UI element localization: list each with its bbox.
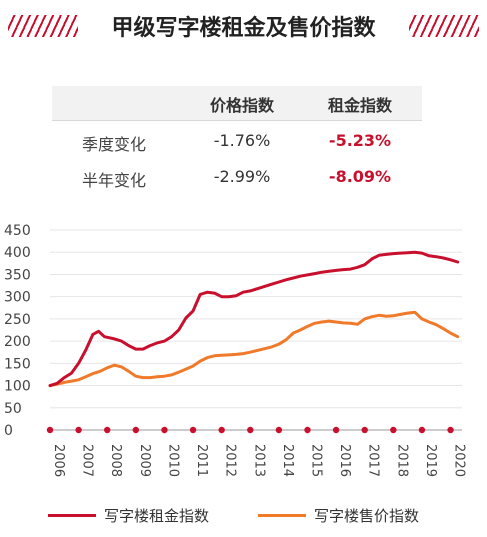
y-tick-label: 350 bbox=[4, 267, 31, 283]
x-tick-marker bbox=[46, 426, 54, 434]
x-tick-marker bbox=[161, 426, 168, 434]
x-tick-marker bbox=[304, 426, 311, 434]
header: 甲级写字楼租金及售价指数 bbox=[0, 0, 487, 62]
x-tick-label: 2019 bbox=[423, 444, 438, 477]
y-tick-label: 0 bbox=[4, 423, 13, 439]
x-tick-label: 2012 bbox=[223, 444, 238, 477]
x-tick-label: 2017 bbox=[366, 444, 381, 477]
column-header-price: 价格指数 bbox=[209, 96, 274, 115]
x-tick-marker bbox=[390, 426, 397, 434]
y-tick-label: 150 bbox=[4, 356, 31, 372]
x-tick-marker bbox=[189, 426, 197, 434]
x-tick-label: 2006 bbox=[51, 444, 66, 477]
stats-table: 价格指数 租金指数 季度变化 -1.76% -5.23% 半年变化 -2.99%… bbox=[52, 86, 422, 193]
x-tick-label: 2011 bbox=[194, 444, 209, 477]
x-tick-marker bbox=[104, 426, 111, 434]
x-tick-label: 2007 bbox=[80, 444, 95, 477]
x-tick-marker bbox=[447, 426, 454, 434]
x-tick-marker bbox=[361, 426, 368, 434]
x-tick-label: 2014 bbox=[280, 444, 295, 477]
price-change-value: -2.99% bbox=[213, 167, 271, 186]
stats-table-header: 价格指数 租金指数 bbox=[52, 86, 422, 121]
legend-label-rent: 写字楼租金指数 bbox=[104, 507, 210, 525]
y-tick-label: 450 bbox=[4, 223, 31, 239]
x-tick-marker bbox=[418, 426, 426, 434]
y-tick-label: 250 bbox=[4, 312, 31, 328]
x-tick-marker bbox=[132, 426, 140, 434]
stats-row-quarter: 季度变化 -1.76% -5.23% bbox=[52, 121, 422, 157]
x-tick-label: 2008 bbox=[108, 444, 123, 477]
rent-change-value: -5.23% bbox=[328, 131, 392, 150]
x-tick-marker bbox=[247, 426, 254, 434]
y-tick-label: 400 bbox=[4, 245, 31, 261]
x-tick-label: 2013 bbox=[251, 444, 266, 477]
x-tick-marker bbox=[332, 426, 340, 434]
legend-swatch-price bbox=[258, 514, 306, 517]
stripe-decoration-left bbox=[8, 15, 78, 37]
x-tick-label: 2010 bbox=[165, 444, 180, 477]
x-tick-label: 2020 bbox=[452, 444, 467, 477]
x-tick-label: 2009 bbox=[137, 444, 152, 477]
x-tick-marker bbox=[218, 426, 225, 434]
x-tick-label: 2018 bbox=[394, 444, 409, 477]
legend-label-price: 写字楼售价指数 bbox=[314, 507, 420, 525]
x-tick-label: 2015 bbox=[309, 444, 324, 477]
chart-legend: 写字楼租金指数 写字楼售价指数 bbox=[0, 505, 487, 535]
rent-change-value: -8.09% bbox=[328, 167, 392, 186]
y-tick-label: 300 bbox=[4, 290, 31, 306]
x-tick-marker bbox=[75, 426, 82, 434]
y-tick-label: 200 bbox=[4, 334, 31, 350]
series-line-rent bbox=[48, 250, 460, 388]
legend-swatch-rent bbox=[48, 514, 96, 517]
y-tick-label: 50 bbox=[4, 401, 22, 417]
column-header-rent: 租金指数 bbox=[327, 96, 392, 115]
x-tick-label: 2016 bbox=[337, 444, 352, 477]
row-label: 季度变化 bbox=[82, 135, 147, 154]
stripe-decoration-right bbox=[409, 15, 479, 37]
stats-row-halfyear: 半年变化 -2.99% -8.09% bbox=[52, 157, 422, 193]
x-tick-marker bbox=[275, 426, 283, 434]
price-change-value: -1.76% bbox=[213, 131, 271, 150]
row-label: 半年变化 bbox=[82, 171, 147, 190]
y-tick-label: 100 bbox=[4, 379, 31, 395]
series-line-price bbox=[48, 310, 460, 388]
index-line-chart: 0 50 100 150 200 250 300 350 400 450 2006 2007 2008 2… bbox=[4, 223, 467, 477]
chart-title: 甲级写字楼租金及售价指数 bbox=[111, 16, 376, 41]
